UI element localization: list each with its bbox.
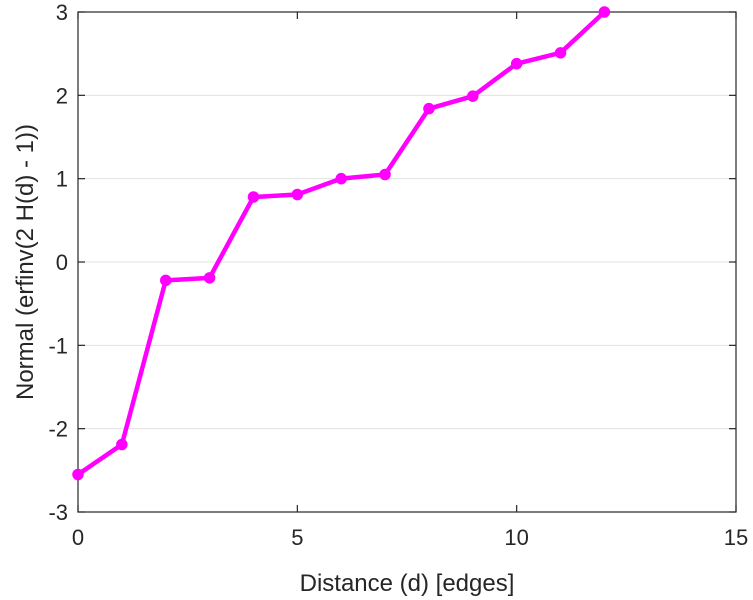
data-point: [72, 468, 84, 481]
data-point: [159, 274, 172, 287]
x-tick-label: 10: [504, 525, 528, 550]
data-point: [510, 57, 523, 70]
x-tick-label: 5: [291, 525, 303, 550]
x-tick-label: 15: [724, 525, 748, 550]
data-series: [72, 6, 611, 481]
data-point: [379, 168, 391, 181]
data-point: [598, 6, 611, 18]
y-tick-label: -2: [48, 417, 68, 442]
y-tick-label: 3: [56, 0, 68, 25]
data-point: [291, 188, 304, 201]
y-tick-label: -1: [48, 333, 68, 358]
series-line: [75, 9, 607, 477]
data-point: [423, 102, 435, 115]
y-axis-label: Normal (erfinv(2 H(d) - 1)): [12, 124, 39, 400]
y-tick-label: -3: [48, 500, 68, 525]
y-tick-label: 2: [56, 83, 68, 108]
data-point: [335, 172, 347, 185]
x-axis-label: Distance (d) [edges]: [300, 570, 515, 597]
grid-lines: [78, 94, 736, 430]
y-tick-label: 0: [56, 250, 68, 275]
data-point: [203, 272, 216, 284]
data-point: [116, 438, 128, 451]
data-point: [247, 191, 260, 203]
axis-ticks: [77, 11, 737, 513]
x-tick-label: 0: [72, 525, 84, 550]
tick-labels: -3 -2 -1 0 1 2 3 0 5 10 15: [48, 0, 748, 550]
y-tick-label: 1: [56, 167, 68, 192]
data-point: [467, 90, 479, 102]
data-point: [554, 47, 567, 59]
